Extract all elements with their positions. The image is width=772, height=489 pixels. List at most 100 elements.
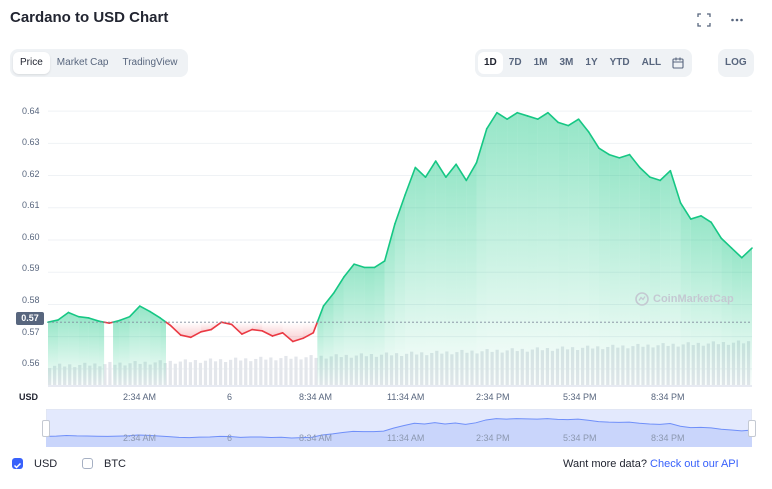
price-line-up	[689, 215, 702, 220]
price-line-up	[485, 111, 498, 130]
price-line-up	[567, 118, 580, 127]
usd-checkbox[interactable]	[12, 458, 23, 469]
price-line-down	[210, 321, 223, 331]
api-link[interactable]: Check out our API	[650, 458, 739, 470]
more-data-text: Want more data? Check out our API	[563, 458, 739, 470]
volume-bar	[460, 349, 464, 385]
tab-price[interactable]: Price	[13, 52, 50, 74]
area-segment-up	[721, 238, 732, 385]
navigator-tick-label: 8:34 AM	[299, 433, 332, 443]
navigator-left-handle[interactable]	[42, 420, 50, 437]
volume-bar	[329, 356, 333, 385]
price-line-down	[165, 321, 172, 327]
volume-bar	[203, 360, 208, 385]
range-7d[interactable]: 7D	[508, 57, 522, 68]
area-segment-up	[445, 164, 457, 385]
area-segment-up	[119, 316, 130, 385]
price-line-down	[230, 323, 243, 335]
range-ytd[interactable]: YTD	[609, 57, 630, 68]
volume-bar	[475, 353, 479, 385]
price-line-up	[608, 153, 621, 159]
area-segment-up	[78, 316, 89, 385]
y-tick-label: 0.57	[22, 327, 40, 337]
page-title: Cardano to USD Chart	[10, 9, 169, 26]
area-segment-up	[58, 312, 69, 385]
volume-bar	[339, 357, 343, 385]
price-line-up	[332, 276, 345, 294]
navigator-right-handle[interactable]	[748, 420, 756, 437]
log-scale-button[interactable]: LOG	[718, 49, 754, 77]
area-segment-up	[558, 122, 569, 385]
area-segment-down	[165, 322, 171, 326]
x-tick-label: 2:34 AM	[123, 392, 157, 402]
area-segment-up	[527, 115, 538, 385]
price-line-up	[730, 247, 743, 259]
volume-bar	[284, 355, 288, 385]
volume-bar	[520, 348, 524, 385]
area-segment-down	[272, 322, 283, 337]
price-line-up	[353, 263, 366, 269]
volume-bar	[626, 348, 630, 385]
volume-bar	[384, 352, 389, 385]
price-line-up	[383, 223, 396, 262]
volume-bar	[218, 359, 223, 385]
volume-bar	[239, 360, 243, 385]
area-segment-up	[456, 164, 467, 385]
calendar-icon[interactable]	[667, 52, 689, 74]
volume-bar	[68, 364, 72, 385]
volume-bar	[103, 364, 107, 385]
area-segment-up	[415, 167, 426, 385]
area-segment-down	[313, 322, 318, 333]
volume-bar	[198, 362, 203, 385]
y-tick-label: 0.64	[22, 106, 40, 116]
more-options-icon[interactable]	[727, 12, 747, 32]
price-line-down	[302, 331, 315, 340]
range-3m[interactable]: 3M	[559, 57, 574, 68]
navigator-tick-label: 5:34 PM	[563, 433, 597, 443]
btc-checkbox[interactable]	[82, 458, 93, 469]
range-navigator[interactable]: 2:34 AM 6 8:34 AM 11:34 AM 2:34 PM 5:34 PM 8:3…	[42, 409, 756, 447]
volume-bar	[359, 353, 363, 385]
volume-bar	[264, 359, 268, 385]
volume-bar	[485, 349, 489, 385]
price-line-down	[271, 331, 284, 337]
area-segment-up	[48, 319, 59, 385]
y-tick-label: 0.56	[22, 358, 40, 368]
area-segment-up	[568, 119, 579, 386]
volume-bar	[505, 350, 509, 385]
area-segment-down	[104, 322, 110, 324]
price-line-up	[659, 169, 672, 182]
fullscreen-icon[interactable]	[694, 12, 714, 32]
volume-bar	[661, 343, 665, 385]
volume-bar	[58, 363, 62, 385]
y-tick-label: 0.61	[22, 200, 40, 210]
range-1y[interactable]: 1Y	[585, 57, 598, 68]
volume-bar	[294, 356, 298, 385]
price-line-up	[445, 163, 457, 178]
volume-bar	[415, 354, 419, 385]
y-tick-label: 0.62	[22, 169, 40, 179]
price-line-up	[455, 163, 468, 182]
volume-bar	[731, 342, 736, 385]
volume-bar	[400, 356, 404, 385]
area-segment-down	[292, 322, 304, 342]
volume-bar	[178, 361, 182, 385]
volume-bar	[213, 361, 218, 385]
volume-bar	[259, 356, 263, 385]
area-segment-up	[588, 132, 599, 385]
range-1m[interactable]: 1M	[533, 57, 548, 68]
price-line-down	[108, 321, 114, 324]
area-segment-up	[547, 112, 559, 385]
volume-bar	[324, 358, 328, 385]
volume-bar	[631, 346, 635, 385]
volume-bar	[570, 347, 575, 385]
volume-bar	[686, 342, 690, 385]
tab-market-cap[interactable]: Market Cap	[56, 57, 109, 68]
volume-bar	[188, 362, 192, 385]
tab-tradingview[interactable]: TradingView	[122, 57, 178, 68]
coinmarketcap-watermark: CoinMarketCap	[635, 292, 734, 306]
range-all[interactable]: ALL	[641, 57, 662, 68]
range-1d[interactable]: 1D	[478, 52, 503, 74]
volume-bar	[53, 365, 57, 385]
price-line-up	[547, 111, 559, 124]
